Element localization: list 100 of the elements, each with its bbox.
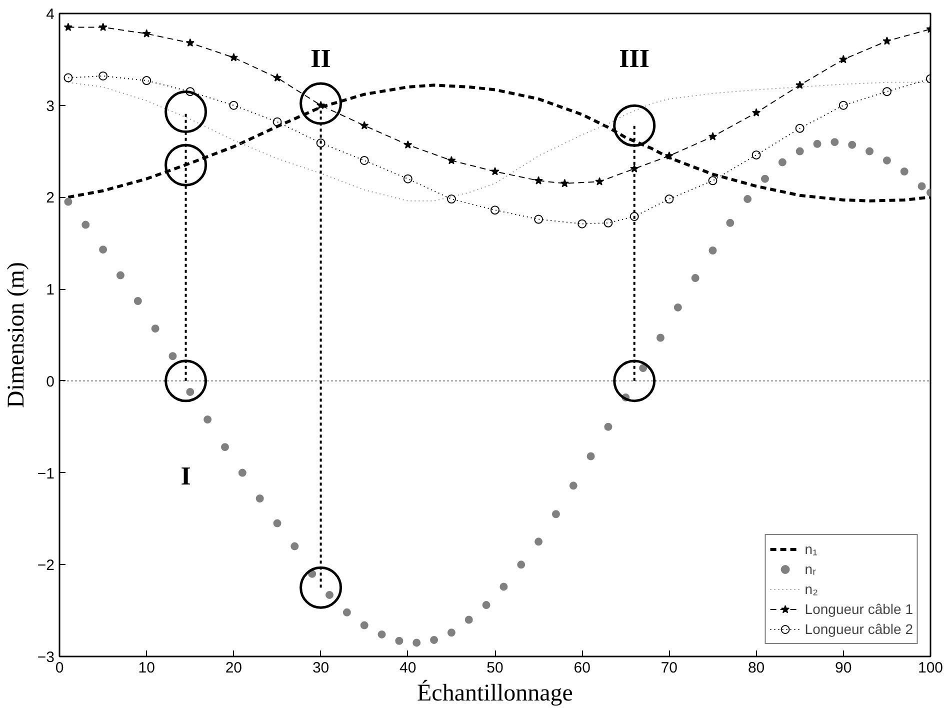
point: [186, 388, 194, 396]
x-tick-label: 20: [225, 660, 242, 676]
y-tick-label: −1: [37, 465, 55, 482]
point: [838, 100, 848, 110]
point: [82, 220, 90, 229]
point: [778, 158, 786, 166]
point: [630, 212, 639, 221]
x-tick-label: 10: [138, 660, 155, 676]
point: [882, 156, 891, 164]
point: [500, 582, 508, 591]
point: [272, 73, 282, 82]
y-tick-label: 2: [46, 190, 54, 207]
annotation: III: [619, 44, 650, 73]
point: [813, 140, 822, 148]
point: [882, 87, 892, 96]
point: [430, 636, 438, 644]
point: [204, 416, 212, 424]
point: [848, 140, 856, 149]
y-tick-label: 1: [46, 282, 54, 299]
point: [866, 147, 874, 156]
point: [900, 168, 908, 176]
point: [256, 494, 264, 502]
point: [674, 303, 682, 312]
x-tick-label: 80: [748, 660, 765, 676]
point: [326, 590, 334, 599]
point: [186, 38, 194, 47]
point: [220, 443, 229, 452]
point: [164, 360, 208, 402]
point: [796, 80, 804, 89]
point: [300, 566, 342, 609]
x-tick-label: 40: [400, 660, 416, 676]
point: [229, 100, 238, 110]
point: [595, 177, 604, 186]
point: [664, 194, 674, 204]
point: [656, 334, 664, 342]
point: [795, 124, 804, 133]
x-tick-label: 30: [312, 660, 330, 676]
point: [186, 87, 195, 96]
point: [552, 510, 560, 518]
point: [490, 206, 500, 215]
point: [64, 22, 73, 32]
x-tick-label: 90: [835, 660, 852, 676]
point: [708, 176, 718, 186]
legend-label: Longueur câble 1: [804, 601, 913, 617]
x-tick-label: 50: [486, 660, 504, 676]
point: [342, 608, 351, 616]
point: [64, 73, 73, 82]
point: [447, 156, 456, 164]
legend-label: Longueur câble 2: [804, 621, 913, 637]
annotation: I: [180, 461, 191, 490]
point: [464, 616, 473, 624]
point: [613, 104, 656, 147]
point: [164, 90, 208, 133]
point: [639, 364, 648, 372]
point: [560, 178, 569, 188]
point: [613, 360, 656, 402]
point: [830, 138, 839, 146]
legend-label: n₂: [804, 581, 820, 597]
point: [404, 140, 412, 149]
y-tick-label: 3: [46, 98, 54, 115]
point: [273, 519, 282, 528]
point: [142, 76, 152, 86]
point: [586, 452, 595, 460]
point: [534, 214, 544, 224]
point: [412, 638, 421, 647]
y-tick-label: −2: [37, 557, 55, 574]
point: [708, 132, 718, 140]
legend-label: n₁: [804, 541, 818, 557]
point: [752, 108, 761, 116]
point: [664, 151, 674, 160]
point: [316, 138, 326, 148]
annotation: II: [310, 44, 331, 73]
point: [578, 219, 587, 228]
point: [395, 636, 404, 645]
point: [229, 53, 238, 62]
point: [98, 71, 108, 80]
point: [403, 174, 412, 184]
y-tick-label: 4: [46, 6, 54, 23]
point: [882, 36, 892, 45]
point: [168, 352, 177, 360]
point: [134, 297, 142, 306]
x-tick-label: 60: [574, 660, 590, 676]
point: [238, 468, 246, 477]
point: [142, 29, 151, 38]
point: [98, 22, 108, 32]
point: [360, 156, 369, 165]
point: [378, 630, 386, 638]
point: [918, 182, 926, 190]
point: [726, 218, 734, 227]
y-axis-title: Dimension (m): [3, 262, 30, 408]
point: [604, 218, 613, 228]
y-tick-label: 0: [46, 373, 54, 390]
point: [272, 117, 282, 126]
point: [164, 144, 208, 186]
point: [446, 194, 456, 204]
point: [490, 166, 500, 176]
point: [708, 246, 717, 254]
point: [99, 246, 108, 254]
point: [300, 82, 342, 125]
point: [360, 621, 368, 630]
